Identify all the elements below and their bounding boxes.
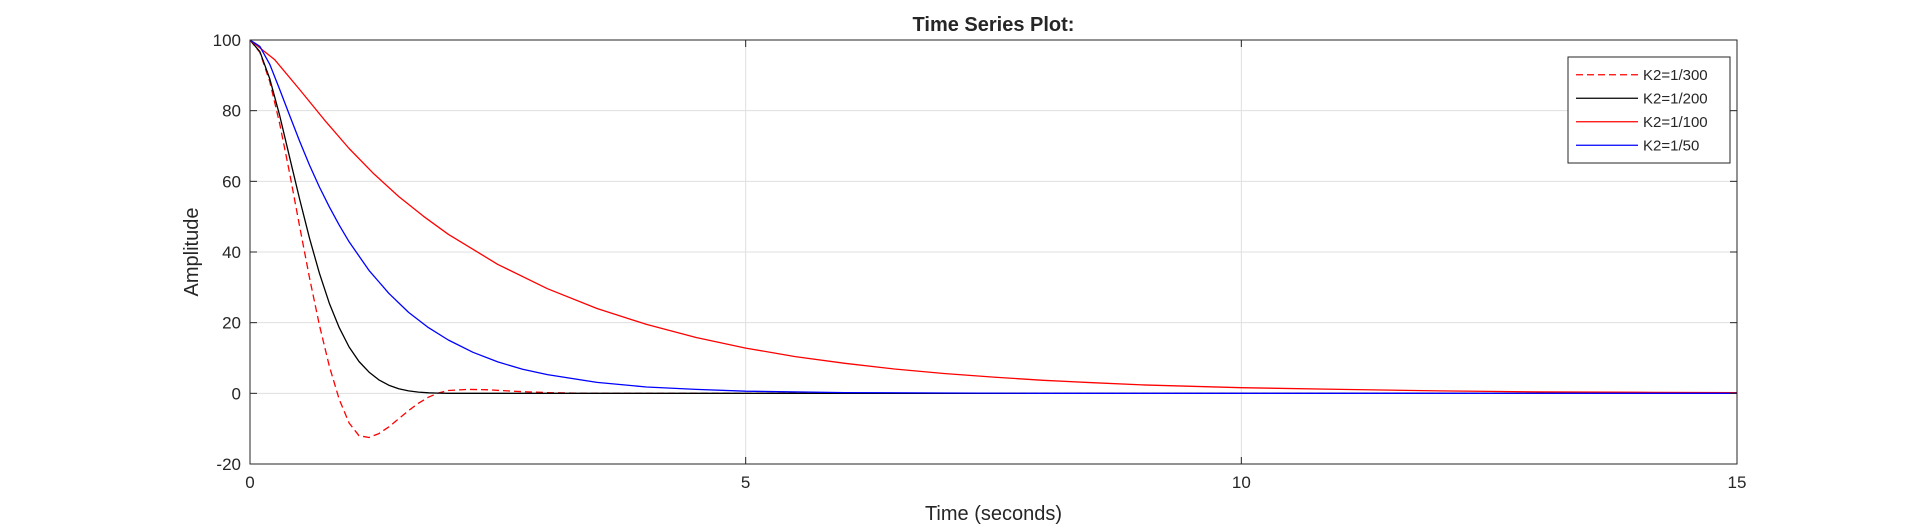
y-tick-label: 60 bbox=[222, 172, 241, 191]
y-tick-label: -20 bbox=[216, 455, 241, 474]
data-series-lines bbox=[249, 39, 1738, 439]
y-tick-label: 0 bbox=[232, 384, 241, 403]
x-tick-label: 0 bbox=[245, 473, 254, 492]
chart-title: Time Series Plot: bbox=[913, 14, 1075, 36]
y-tick-label: 80 bbox=[222, 102, 241, 121]
x-tick-label: 15 bbox=[1728, 473, 1747, 492]
legend-label-3: K2=1/100 bbox=[1643, 114, 1708, 131]
series-line-3 bbox=[249, 39, 1738, 394]
x-tick-label: 5 bbox=[741, 473, 750, 492]
legend: K2=1/300 K2=1/200 K2=1/100 K2=1/50 bbox=[1567, 56, 1731, 164]
y-tick-label: 20 bbox=[222, 314, 241, 333]
legend-label-4: K2=1/50 bbox=[1643, 137, 1699, 154]
y-axis-label: Amplitude bbox=[181, 208, 203, 297]
axis-ticks bbox=[249, 39, 1738, 465]
legend-label-2: K2=1/200 bbox=[1643, 90, 1708, 107]
x-axis-label: Time (seconds) bbox=[925, 503, 1062, 525]
series-line-2 bbox=[249, 39, 1737, 394]
y-tick-label: 100 bbox=[213, 31, 241, 50]
series-line-4 bbox=[249, 39, 1737, 394]
x-tick-label: 10 bbox=[1232, 473, 1251, 492]
legend-label-1: K2=1/300 bbox=[1643, 67, 1708, 84]
y-tick-label: 40 bbox=[222, 243, 241, 262]
